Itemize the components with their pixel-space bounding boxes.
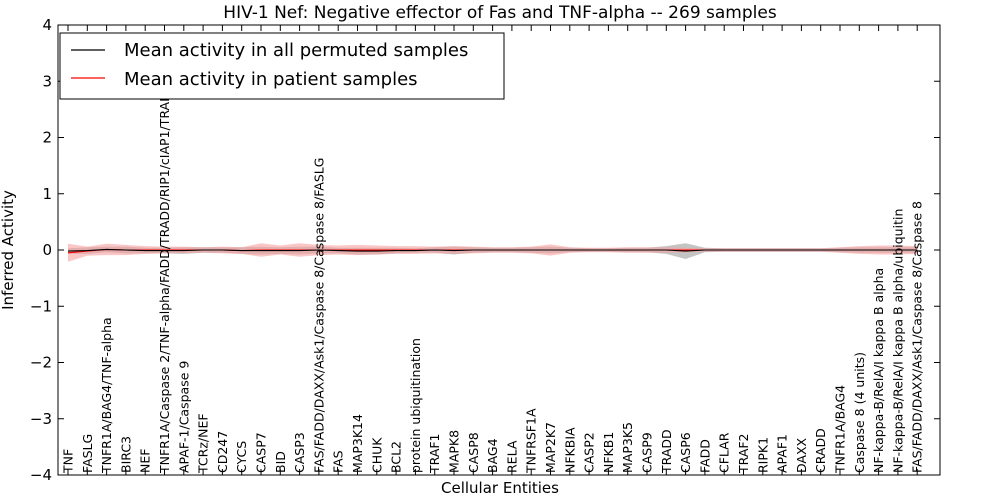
x-tick-label: CASP6: [678, 432, 693, 473]
y-axis: −4 −3 −2 −1 0 1 2 3 4: [30, 16, 940, 484]
y-tick-label: 1: [42, 185, 52, 203]
x-tick-label: TRAF1: [427, 433, 442, 474]
x-tick-label: BAG4: [485, 438, 500, 473]
x-tick-label: MAPK8: [447, 430, 462, 473]
x-tick-label: APAF1: [775, 434, 790, 473]
legend-box: [59, 32, 505, 100]
x-tick-label: BID: [273, 451, 288, 473]
y-tick-label: −4: [30, 466, 52, 484]
x-axis-label: Cellular Entities: [441, 479, 559, 497]
x-tick-label: CHUK: [369, 437, 384, 473]
y-tick-label: 0: [42, 241, 52, 259]
x-tick-label: CYCS: [234, 441, 249, 473]
x-tick-label: FAS/FADD/DAXX/Ask1/Caspase 8/Caspase 8: [910, 201, 925, 473]
x-tick-label: TRADD: [659, 429, 674, 474]
y-tick-label: −3: [30, 410, 52, 428]
x-tick-label: CASP8: [466, 432, 481, 473]
x-tick-label: CASP7: [254, 432, 269, 473]
y-tick-label: −1: [30, 297, 52, 315]
x-tick-label: CD247: [215, 431, 230, 473]
x-tick-label: CASP2: [582, 432, 597, 473]
x-tick-label: FADD: [697, 439, 712, 473]
x-tick-label: CFLAR: [717, 432, 732, 473]
band-patient: [68, 243, 918, 262]
series-lines: [67, 248, 918, 254]
y-axis-label: Inferred Activity: [0, 190, 17, 310]
x-tick-label: TNFR1A/Caspase 2/TNF-alpha/FADD/TRADD/RI…: [157, 87, 172, 474]
x-tick-label: CASP3: [292, 432, 307, 473]
y-tick-label: −2: [30, 354, 52, 372]
line-permuted: [67, 248, 918, 252]
x-tick-label: APAF-1/Caspase 9: [176, 361, 191, 473]
x-tick-label: NFKBIA: [562, 427, 577, 473]
x-tick-label: MAP3K14: [350, 414, 365, 473]
x-tick-label: DAXX: [794, 437, 809, 473]
x-tick-label: TNFRSF1A: [524, 408, 539, 474]
x-tick-label: TRAF2: [736, 433, 751, 474]
x-tick-label: MAP3K5: [620, 422, 635, 473]
legend-label-permuted: Mean activity in all permuted samples: [124, 40, 468, 61]
x-tick-label: MAP2K7: [543, 422, 558, 473]
x-tick-label: RELA: [504, 440, 519, 473]
x-tick-label: RIPK1: [755, 437, 770, 473]
x-tick-label: NF-kappa-B/RelA/I kappa B alpha: [871, 268, 886, 473]
x-tick-label: TCRz/NEF: [196, 413, 211, 474]
x-tick-label: FAS/FADD/DAXX/Ask1/Caspase 8/Caspase 8/F…: [311, 158, 326, 473]
y-tick-label: 2: [42, 129, 52, 147]
y-tick-label: 3: [42, 72, 52, 90]
confidence-bands: [68, 243, 918, 262]
x-tick-label: TNF: [61, 449, 76, 474]
x-tick-label: CRADD: [813, 428, 828, 473]
x-axis: TNF FASLG TNFR1A/BAG4/TNF-alpha BIRC3 NEF TNF…: [61, 25, 925, 475]
x-tick-label: NEF: [138, 449, 153, 473]
x-tick-label: NFKB1: [601, 432, 616, 473]
x-tick-label: CASP9: [640, 432, 655, 473]
legend: Mean activity in all permuted samples Me…: [59, 32, 505, 100]
x-tick-label: FASLG: [80, 434, 95, 473]
x-tick-label: NF-kappa-B/RelA/I kappa B alpha/ubiquiti…: [890, 209, 905, 473]
x-tick-label: TNFR1A/BAG4/TNF-alpha: [99, 317, 114, 474]
legend-label-patient: Mean activity in patient samples: [124, 69, 418, 90]
x-tick-label: Caspase 8 (4 units): [852, 352, 867, 473]
y-tick-label: 4: [42, 16, 52, 34]
x-tick-label: BCL2: [389, 441, 404, 473]
chart-title: HIV-1 Nef: Negative effector of Fas and …: [223, 3, 777, 23]
x-tick-label: protein ubiquitination: [408, 338, 423, 473]
x-tick-label: TNFR1A/BAG4: [833, 385, 848, 474]
x-tick-label: BIRC3: [118, 436, 133, 473]
x-tick-label: FAS: [331, 450, 346, 473]
